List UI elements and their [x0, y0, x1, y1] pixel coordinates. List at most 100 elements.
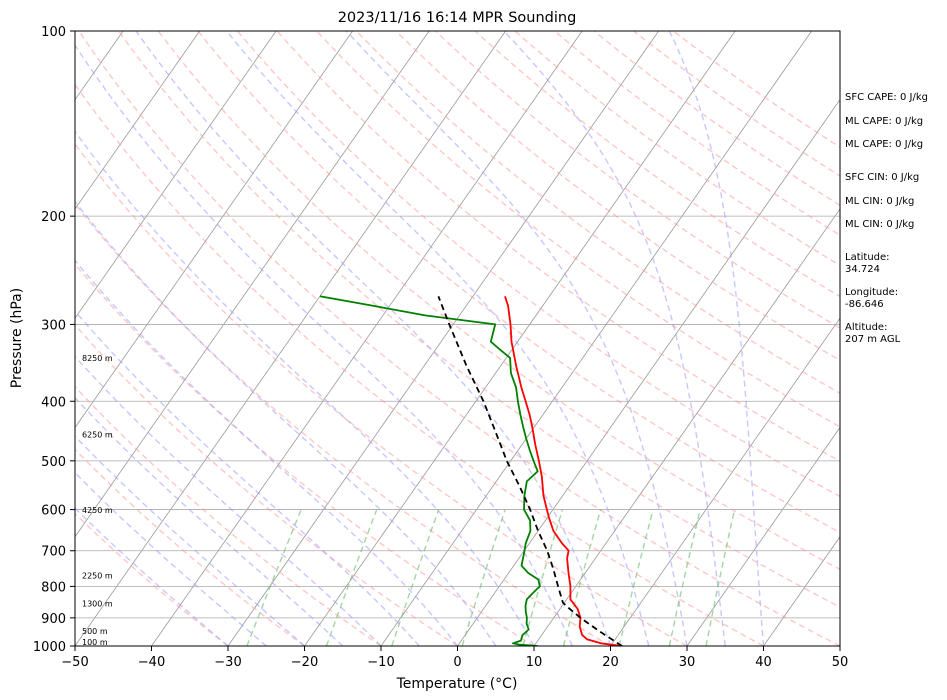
moist-adiabat-line	[75, 471, 267, 646]
x-tick-label: 20	[602, 655, 619, 670]
dry-adiabat-line	[633, 31, 840, 177]
isotherm-line	[380, 31, 812, 646]
altitude-label: Altitude:	[845, 322, 888, 333]
mixing-ratio-line	[522, 509, 564, 646]
dry-adiabat-lines	[75, 31, 840, 646]
mixing-ratio-line	[562, 509, 602, 646]
y-tick-label: 800	[41, 580, 66, 595]
x-axis-ticks: −50 −40 −30 −20 −10 0 10 20 30 40 50	[61, 646, 848, 670]
x-tick-label: −10	[367, 655, 394, 670]
moist-adiabat-line	[75, 310, 420, 646]
dewpoint-line	[319, 295, 541, 646]
chart-title: 2023/11/16 16:14 MPR Sounding	[338, 10, 577, 26]
y-tick-label: 400	[41, 395, 66, 410]
y-axis-ticks: 1000 900 800 700 600 500 400 300 200 100	[33, 25, 75, 655]
dry-adiabat-line	[554, 31, 840, 236]
dry-adiabat-line	[474, 31, 840, 298]
altitude-value: 207 m AGL	[845, 334, 901, 345]
mixing-ratio-line	[391, 509, 440, 646]
mixing-ratio-line	[461, 509, 506, 646]
height-label: 8250 m	[82, 354, 113, 363]
dry-adiabat-line	[78, 31, 840, 646]
mixing-ratio-line	[705, 509, 736, 646]
isotherm-line	[151, 31, 583, 646]
ml-cape-text-2: ML CAPE: 0 J/kg	[845, 139, 924, 150]
altitude-stat: Altitude: 207 m AGL	[845, 322, 900, 346]
ml-cin-text: ML CIN: 0 J/kg	[845, 196, 915, 207]
x-tick-label: 40	[755, 655, 772, 670]
dry-adiabat-line	[276, 31, 840, 463]
x-tick-label: −40	[138, 655, 165, 670]
isotherm-line	[763, 536, 840, 646]
sfc-cape-text: SFC CAPE: 0 J/kg	[845, 92, 928, 103]
latitude-stat: Latitude: 34.724	[845, 252, 890, 276]
latitude-label: Latitude:	[845, 252, 890, 263]
longitude-label: Longitude:	[845, 287, 899, 298]
mixing-ratio-line	[618, 509, 654, 646]
longitude-value: -86.646	[845, 299, 884, 310]
height-labels: 100 m 500 m 1300 m 2250 m 4250 m 6250 m 8250 m	[82, 354, 113, 647]
moist-adiabat-line	[503, 31, 726, 646]
y-tick-label: 200	[41, 210, 66, 225]
dry-adiabat-line	[157, 31, 840, 571]
isotherm-line	[533, 208, 840, 646]
x-tick-label: 30	[679, 655, 696, 670]
y-tick-label: 700	[41, 545, 66, 560]
x-tick-label: −30	[214, 655, 241, 670]
temperature-line	[504, 296, 623, 646]
isotherm-line	[457, 99, 840, 646]
dry-adiabat-line	[75, 385, 382, 646]
moist-adiabat-line	[75, 43, 573, 646]
isotherm-line	[304, 31, 736, 646]
y-tick-label: 600	[41, 504, 66, 519]
sfc-cin-stat: SFC CIN: 0 J/kg	[845, 172, 919, 184]
dry-adiabat-line	[75, 202, 611, 646]
latitude-value: 34.724	[845, 264, 880, 275]
y-tick-label: 500	[41, 455, 66, 470]
dry-adiabat-line	[593, 31, 840, 207]
ml-cin-text-2: ML CIN: 0 J/kg	[845, 219, 915, 230]
x-tick-label: 50	[832, 655, 849, 670]
profile-lines	[319, 295, 623, 646]
dry-adiabat-line	[75, 512, 229, 646]
y-tick-label: 100	[41, 25, 66, 40]
ml-cape-stat: ML CAPE: 0 J/kg	[845, 116, 923, 128]
moist-adiabat-line	[226, 31, 650, 646]
isotherm-line	[227, 31, 659, 646]
height-label: 2250 m	[82, 572, 113, 581]
ml-cin-stat-2: ML CIN: 0 J/kg	[845, 219, 914, 231]
moist-adiabat-line	[75, 259, 459, 646]
x-axis-label: Temperature (°C)	[396, 676, 518, 692]
dry-adiabat-line	[75, 323, 458, 646]
moist-adiabat-line	[668, 31, 765, 646]
dry-adiabat-line	[75, 263, 535, 646]
x-tick-label: 0	[453, 655, 461, 670]
moist-adiabat-line	[345, 31, 688, 646]
longitude-stat: Longitude: -86.646	[845, 287, 898, 311]
x-tick-label: −50	[61, 655, 88, 670]
isotherm-line	[75, 31, 506, 646]
x-tick-label: −20	[291, 655, 318, 670]
moist-adiabat-line	[75, 507, 229, 646]
moist-adiabat-line	[75, 355, 382, 646]
y-tick-label: 300	[41, 318, 66, 333]
moist-adiabat-line	[75, 200, 497, 646]
moist-adiabat-line	[75, 130, 535, 646]
y-tick-label: 1000	[33, 640, 66, 655]
ml-cape-stat-2: ML CAPE: 0 J/kg	[845, 139, 923, 151]
height-label: 6250 m	[82, 431, 113, 440]
mixing-ratio-line	[668, 509, 701, 646]
mixing-ratio-line	[246, 509, 302, 646]
height-label: 100 m	[82, 638, 108, 647]
dry-adiabat-line	[435, 31, 840, 329]
y-tick-label: 900	[41, 612, 66, 627]
moist-adiabat-lines	[75, 31, 765, 646]
sfc-cin-text: SFC CIN: 0 J/kg	[845, 172, 920, 183]
isotherm-line	[75, 31, 430, 538]
dry-adiabat-line	[197, 31, 840, 534]
parcel-profile-line	[437, 295, 623, 646]
dry-adiabat-line	[316, 31, 840, 428]
dry-adiabat-line	[75, 142, 688, 646]
dry-adiabat-line	[75, 83, 764, 646]
